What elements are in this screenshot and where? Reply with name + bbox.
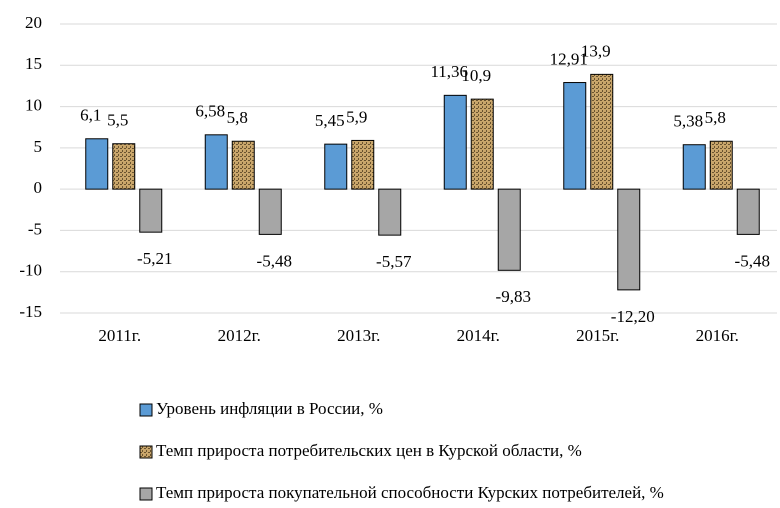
y-tick-label: 15 — [25, 54, 42, 73]
data-label: 5,9 — [346, 107, 367, 126]
data-label: 13,9 — [581, 41, 611, 60]
data-label: 6,1 — [80, 106, 101, 125]
data-label: -9,83 — [496, 287, 531, 306]
bar — [682, 144, 706, 190]
data-label: -5,21 — [137, 249, 172, 268]
y-tick-label: 10 — [25, 95, 42, 114]
bar — [112, 143, 136, 190]
y-tick-label: -15 — [19, 302, 42, 321]
bar — [258, 188, 282, 235]
legend-swatch — [139, 445, 153, 459]
legend-swatch — [139, 403, 153, 417]
legend-label: Темп прироста потребительских цен в Курс… — [156, 441, 582, 460]
data-label: 12,91 — [550, 49, 588, 68]
data-label: 6,58 — [195, 102, 225, 121]
y-tick-label: 5 — [34, 137, 43, 156]
x-tick-label: 2012г. — [218, 326, 261, 345]
x-tick-label: 2015г. — [576, 326, 619, 345]
y-tick-label: 20 — [25, 13, 42, 32]
legend-label: Темп прироста покупательной способности … — [156, 483, 664, 502]
bar — [204, 134, 228, 190]
bar — [351, 139, 375, 190]
data-label: 5,38 — [673, 112, 703, 131]
y-tick-label: -5 — [28, 219, 42, 238]
bar — [231, 140, 255, 190]
bar — [736, 188, 760, 235]
y-tick-label: -10 — [19, 261, 42, 280]
x-tick-label: 2011г. — [98, 326, 141, 345]
x-tick-label: 2016г. — [696, 326, 739, 345]
legend-label: Уровень инфляции в России, % — [156, 399, 383, 418]
data-label: 10,9 — [461, 66, 491, 85]
bar — [709, 140, 733, 190]
bar — [563, 82, 587, 190]
bar — [590, 73, 614, 190]
bar — [324, 143, 348, 190]
legend-swatch — [139, 487, 153, 501]
bar — [497, 188, 521, 271]
data-label: -5,48 — [735, 251, 770, 270]
bar — [443, 94, 467, 190]
data-label: -12,20 — [611, 307, 655, 326]
bar — [85, 138, 109, 190]
bar — [617, 188, 641, 291]
bar — [378, 188, 402, 236]
data-label: 5,5 — [107, 111, 128, 130]
x-tick-label: 2014г. — [457, 326, 500, 345]
bar — [139, 188, 163, 233]
x-tick-label: 2013г. — [337, 326, 380, 345]
data-label: 11,36 — [430, 62, 468, 81]
data-label: 5,8 — [227, 108, 248, 127]
data-label: -5,48 — [257, 251, 292, 270]
y-tick-label: 0 — [34, 178, 43, 197]
data-label: 5,45 — [315, 111, 345, 130]
bar — [470, 98, 494, 190]
data-label: 5,8 — [705, 108, 726, 127]
data-label: -5,57 — [376, 252, 412, 271]
